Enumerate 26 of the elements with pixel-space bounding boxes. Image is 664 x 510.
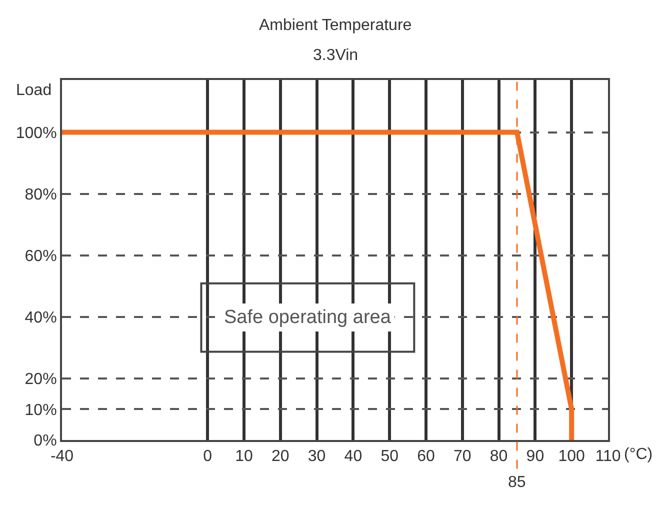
ref-line-label: 85 xyxy=(508,474,526,491)
y-axis-title: Load xyxy=(16,82,52,99)
x-tick-label: 0 xyxy=(203,448,212,466)
annotation: Safe operating area xyxy=(224,307,392,328)
x-tick-label: 100 xyxy=(558,448,586,466)
y-tick-label: 10% xyxy=(24,402,57,419)
y-tick-label: 0% xyxy=(34,432,57,450)
x-tick-label: 30 xyxy=(308,448,326,466)
chart-subtitle: 3.3Vin xyxy=(313,47,358,64)
x-tick-label: 40 xyxy=(344,448,362,466)
x-tick-label: 110 xyxy=(595,448,621,466)
y-tick-label: 80% xyxy=(24,186,57,204)
x-tick-label: 80 xyxy=(490,448,508,466)
x-tick-label: -40 xyxy=(50,448,74,466)
x-tick-label: 10 xyxy=(235,448,253,466)
y-tick-label: 40% xyxy=(24,310,57,327)
y-tick-label: 60% xyxy=(24,248,57,265)
x-tick-label: 90 xyxy=(526,448,544,466)
x-tick-label: 20 xyxy=(272,448,290,466)
x-axis-title: (°C) xyxy=(624,446,653,463)
x-tick-label: 70 xyxy=(454,448,472,466)
x-tick-label: 60 xyxy=(417,448,435,466)
x-tick-label: 50 xyxy=(380,448,399,466)
chart-title: Ambient Temperature xyxy=(259,17,412,34)
y-tick-label: 100% xyxy=(16,124,57,142)
y-tick-label: 20% xyxy=(24,371,57,388)
